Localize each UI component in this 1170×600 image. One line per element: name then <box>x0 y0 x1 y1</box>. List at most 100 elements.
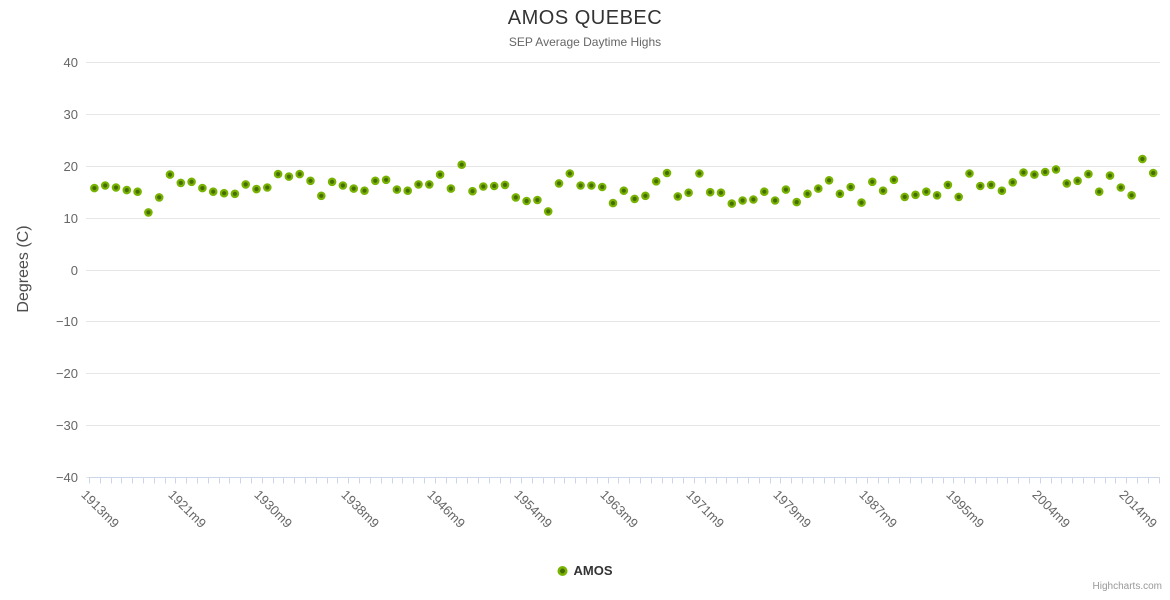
data-point[interactable] <box>749 195 758 204</box>
data-point[interactable] <box>576 181 585 190</box>
data-point[interactable] <box>90 183 99 193</box>
data-point[interactable] <box>651 177 661 186</box>
data-point[interactable] <box>1019 168 1028 177</box>
data-point[interactable] <box>997 186 1007 196</box>
data-point[interactable] <box>716 188 726 198</box>
data-point[interactable] <box>144 208 153 217</box>
data-point[interactable] <box>965 169 974 178</box>
data-point[interactable] <box>835 189 845 199</box>
data-point[interactable] <box>1127 191 1136 200</box>
data-point[interactable] <box>262 183 272 192</box>
data-point[interactable] <box>911 190 920 200</box>
data-point[interactable] <box>1051 165 1061 174</box>
data-point[interactable] <box>878 186 888 196</box>
data-point[interactable] <box>165 170 175 179</box>
data-point[interactable] <box>1040 167 1050 177</box>
data-point[interactable] <box>641 191 650 201</box>
data-point[interactable] <box>813 184 823 193</box>
data-point[interactable] <box>630 194 639 204</box>
data-point[interactable] <box>597 182 607 192</box>
data-point[interactable] <box>587 181 596 190</box>
data-point[interactable] <box>1062 179 1072 188</box>
data-point[interactable] <box>932 191 942 200</box>
data-point[interactable] <box>619 186 629 196</box>
data-point[interactable] <box>435 170 445 179</box>
data-point[interactable] <box>1138 154 1147 164</box>
data-point[interactable] <box>273 169 283 179</box>
data-point[interactable] <box>554 179 564 188</box>
data-point[interactable] <box>360 186 369 196</box>
credits-link[interactable]: Highcharts.com <box>1092 581 1162 592</box>
data-point[interactable] <box>327 177 337 187</box>
data-point[interactable] <box>381 175 391 185</box>
data-point[interactable] <box>608 198 618 208</box>
data-point[interactable] <box>792 197 802 207</box>
data-point[interactable] <box>727 199 737 208</box>
data-point[interactable] <box>1030 170 1039 179</box>
data-point[interactable] <box>867 177 877 187</box>
data-point[interactable] <box>846 182 856 192</box>
data-point[interactable] <box>349 184 359 193</box>
data-point[interactable] <box>565 169 575 178</box>
data-point[interactable] <box>111 183 121 192</box>
data-point[interactable] <box>986 180 996 190</box>
data-point[interactable] <box>208 187 218 197</box>
data-point[interactable] <box>295 169 305 179</box>
data-point[interactable] <box>1105 171 1115 180</box>
data-point[interactable] <box>1116 183 1126 192</box>
data-point[interactable] <box>1073 176 1082 186</box>
data-point[interactable] <box>219 188 229 198</box>
data-point[interactable] <box>154 193 164 202</box>
data-point[interactable] <box>781 185 791 194</box>
data-point[interactable] <box>176 178 186 188</box>
data-point[interactable] <box>857 198 866 207</box>
data-point[interactable] <box>921 187 931 197</box>
data-point[interactable] <box>511 193 521 202</box>
data-point[interactable] <box>424 180 434 189</box>
data-point[interactable] <box>403 186 413 196</box>
data-point[interactable] <box>230 189 240 199</box>
data-point[interactable] <box>446 184 456 193</box>
data-point[interactable] <box>759 187 769 197</box>
data-point[interactable] <box>673 192 683 201</box>
data-point[interactable] <box>241 180 251 189</box>
data-point[interactable] <box>414 180 423 189</box>
data-point[interactable] <box>1084 169 1093 179</box>
data-point[interactable] <box>187 177 196 187</box>
data-point[interactable] <box>284 172 294 181</box>
data-point[interactable] <box>770 196 780 205</box>
data-point[interactable] <box>338 181 348 190</box>
data-point[interactable] <box>478 182 488 191</box>
data-point[interactable] <box>705 187 715 197</box>
data-point[interactable] <box>1094 187 1104 197</box>
data-point[interactable] <box>306 176 315 186</box>
data-point[interactable] <box>252 184 261 194</box>
data-point[interactable] <box>900 192 910 202</box>
data-point[interactable] <box>100 181 110 190</box>
data-point[interactable] <box>975 181 985 191</box>
data-point[interactable] <box>468 186 477 196</box>
data-point[interactable] <box>500 180 510 190</box>
data-point[interactable] <box>457 160 467 170</box>
data-point[interactable] <box>489 181 499 191</box>
data-point[interactable] <box>738 196 747 205</box>
data-point[interactable] <box>133 187 142 197</box>
data-point[interactable] <box>662 168 672 178</box>
data-point[interactable] <box>316 191 326 201</box>
data-point[interactable] <box>695 169 704 178</box>
data-point[interactable] <box>392 185 402 194</box>
data-point[interactable] <box>1148 168 1158 178</box>
data-point[interactable] <box>122 185 132 195</box>
data-point[interactable] <box>803 189 812 199</box>
data-point[interactable] <box>198 183 207 193</box>
data-point[interactable] <box>684 188 693 198</box>
data-point[interactable] <box>943 180 953 190</box>
data-point[interactable] <box>370 176 380 186</box>
data-point[interactable] <box>1008 178 1018 187</box>
data-point[interactable] <box>889 175 899 185</box>
data-point[interactable] <box>522 196 531 206</box>
data-point[interactable] <box>824 176 834 185</box>
data-point[interactable] <box>954 192 964 202</box>
data-point[interactable] <box>543 207 553 216</box>
legend-item-amos[interactable]: AMOS <box>557 563 613 578</box>
